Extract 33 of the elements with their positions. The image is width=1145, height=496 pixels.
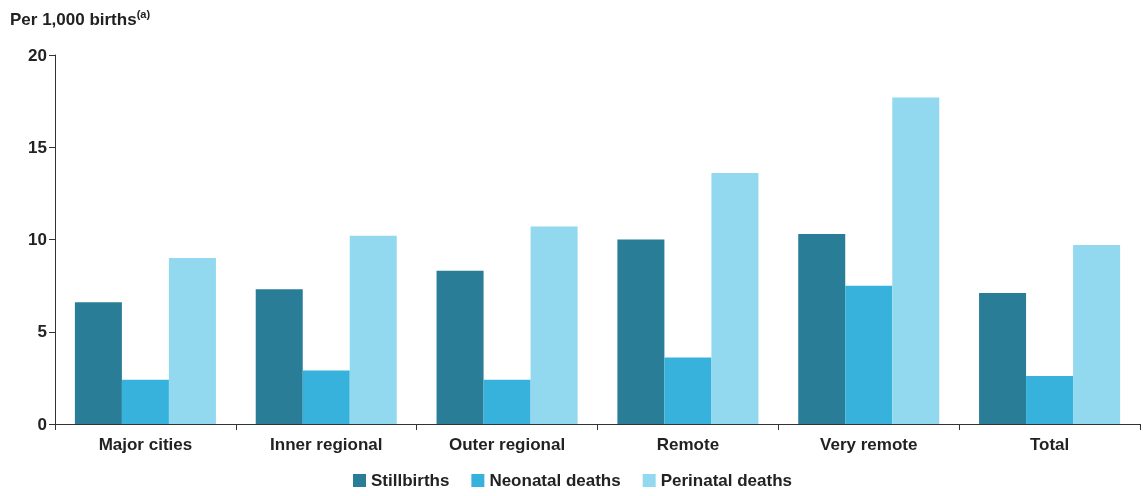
bar — [979, 293, 1027, 424]
bar — [74, 302, 122, 424]
bar — [255, 289, 303, 424]
bar — [302, 370, 350, 424]
bar — [168, 257, 216, 424]
x-tick-label: Total — [1029, 435, 1070, 454]
bar — [1073, 245, 1121, 424]
bar — [349, 235, 397, 424]
bar — [845, 285, 893, 424]
x-tick-label: Inner regional — [270, 435, 383, 454]
y-tick-label: 0 — [37, 414, 47, 434]
x-tick-label: Outer regional — [448, 435, 566, 454]
bar — [436, 270, 484, 424]
bar — [664, 357, 712, 424]
bar — [711, 173, 759, 424]
y-axis-title: Per 1,000 births$^{(a)}$ — [10, 8, 151, 30]
bar — [798, 233, 846, 424]
legend-label: Perinatal deaths — [660, 471, 793, 490]
legend-label: Neonatal deaths — [489, 471, 621, 490]
y-tick-label: 20 — [28, 45, 47, 65]
bar — [483, 379, 531, 424]
bar — [892, 97, 940, 424]
bar — [1026, 376, 1074, 424]
bar — [617, 239, 665, 424]
y-tick-label: 10 — [28, 230, 47, 249]
legend-label: Stillbirths — [370, 471, 450, 490]
x-tick-label: Very remote — [820, 435, 918, 454]
y-tick-label: 15 — [28, 137, 47, 157]
x-tick-label: Remote — [656, 435, 720, 454]
y-tick-label: 5 — [37, 322, 47, 342]
x-tick-label: Major cities — [98, 435, 193, 454]
bar — [121, 379, 169, 424]
bar — [530, 226, 578, 424]
